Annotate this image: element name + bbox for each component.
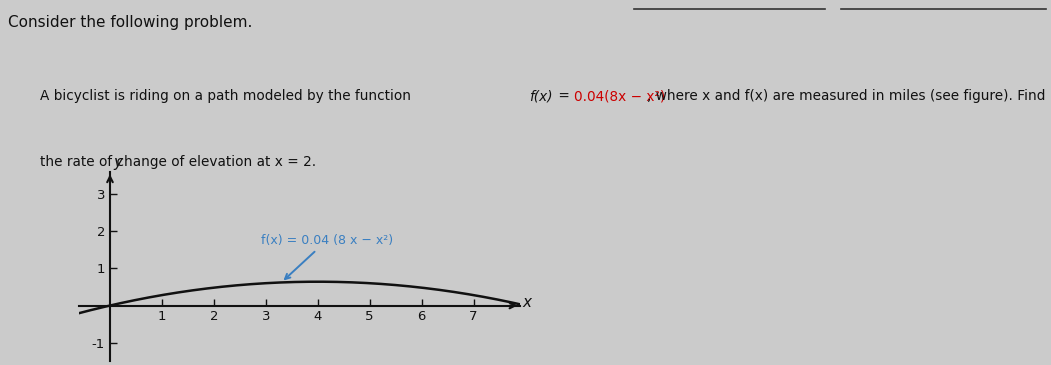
Text: , where x and f(x) are measured in miles (see figure). Find: , where x and f(x) are measured in miles… xyxy=(647,89,1046,103)
Text: f(x): f(x) xyxy=(529,89,552,103)
Text: A bicyclist is riding on a path modeled by the function: A bicyclist is riding on a path modeled … xyxy=(40,89,411,103)
Text: f(x) = 0.04 (8 x − x²): f(x) = 0.04 (8 x − x²) xyxy=(261,234,393,279)
Text: x: x xyxy=(522,295,532,310)
Text: 0.04(8x − x²): 0.04(8x − x²) xyxy=(574,89,665,103)
Text: y: y xyxy=(114,155,122,170)
Text: the rate of change of elevation at x = 2.: the rate of change of elevation at x = 2… xyxy=(40,155,316,169)
Text: =: = xyxy=(554,89,574,103)
Text: Consider the following problem.: Consider the following problem. xyxy=(8,15,253,30)
